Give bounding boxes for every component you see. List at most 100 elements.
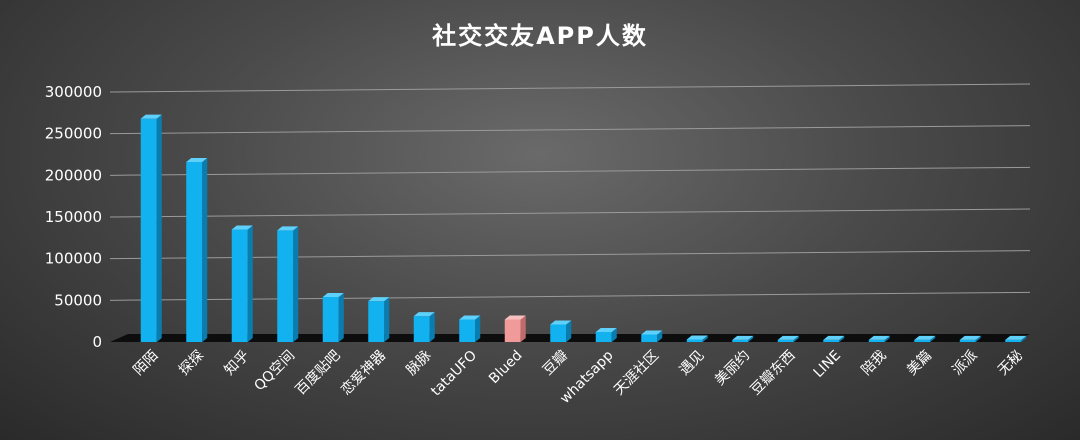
x-category-label: 豆瓣: [540, 348, 571, 379]
bar-top: [140, 114, 162, 119]
bar-front: [686, 339, 703, 342]
bar-front: [140, 118, 157, 343]
bar: [322, 293, 344, 342]
x-category-label: 陌陌: [130, 348, 161, 379]
x-category-label: 豆瓣东西: [748, 348, 799, 399]
bar-side: [384, 297, 390, 342]
bar-top: [1005, 335, 1027, 340]
bar-front: [732, 339, 749, 342]
bar-side: [930, 335, 936, 342]
chart-title: 社交交友APP人数: [432, 22, 648, 50]
x-category-label: 派派: [949, 348, 980, 379]
bar: [504, 315, 526, 342]
bar-side: [657, 330, 663, 342]
bar: [595, 328, 617, 342]
bar-top: [504, 315, 526, 320]
bar: [959, 335, 981, 342]
bar-side: [884, 335, 890, 342]
bar-front: [368, 301, 385, 342]
bar-front: [595, 332, 612, 342]
bar-front: [959, 339, 976, 342]
gridline: [109, 83, 1031, 93]
bar-front: [1005, 339, 1022, 342]
bar-top: [686, 335, 708, 340]
y-tick-label: 100000: [45, 250, 102, 268]
bar-side: [793, 335, 799, 342]
bar-top: [322, 293, 344, 297]
bar-top: [277, 226, 299, 231]
x-category-label: QQ空间: [251, 348, 298, 395]
x-category-label: 美篇: [904, 348, 935, 379]
bar: [823, 335, 845, 342]
bar-top: [823, 335, 845, 340]
bar: [368, 297, 390, 342]
bar-front: [914, 339, 931, 342]
x-category-label: 探探: [176, 348, 207, 379]
x-category-label: 恋爱神器: [337, 347, 389, 399]
bar: [914, 335, 936, 342]
bar-top: [959, 335, 981, 340]
gridline: [109, 125, 1031, 135]
gridline: [109, 250, 1031, 260]
bar: [186, 158, 208, 342]
bar-side: [338, 293, 344, 342]
y-tick-label: 250000: [45, 125, 102, 143]
bar-top: [868, 335, 890, 340]
gridline: [109, 291, 1031, 301]
bar: [459, 315, 481, 342]
gridlines: [109, 83, 1031, 301]
bar: [1005, 335, 1027, 342]
bar-top: [732, 335, 754, 340]
bar-side: [748, 335, 754, 342]
bar: [413, 312, 435, 342]
bar-side: [429, 312, 435, 342]
bar: [550, 320, 572, 342]
bar: [868, 335, 890, 342]
bar-top: [595, 328, 617, 332]
bar-side: [156, 114, 162, 343]
bar-side: [1021, 335, 1027, 342]
bar-top: [641, 330, 663, 335]
x-category-label: 遇见: [676, 348, 707, 379]
bar-side: [702, 335, 708, 342]
x-category-label: 陪我: [858, 348, 889, 379]
bar-front: [186, 162, 203, 342]
bar: [686, 335, 708, 342]
bar-front: [504, 319, 521, 342]
bar-front: [823, 339, 840, 342]
bar-top: [186, 158, 208, 162]
gridline: [109, 166, 1031, 176]
bar-top: [231, 225, 253, 230]
x-category-label: LINE: [811, 348, 844, 381]
bar-side: [475, 315, 481, 342]
bar-front: [550, 324, 567, 342]
bar-side: [247, 225, 253, 342]
bar-top: [550, 320, 572, 325]
y-tick-label: 50000: [54, 291, 102, 309]
y-tick-label: 200000: [45, 166, 102, 184]
y-tick-label: 150000: [45, 208, 102, 226]
bar: [277, 226, 299, 342]
bar-front: [413, 316, 430, 342]
bar: [641, 330, 663, 342]
bar-side: [975, 335, 981, 342]
bar-top: [914, 335, 936, 340]
bar-side: [202, 158, 208, 342]
x-category-label: Blued: [486, 348, 526, 388]
x-category-label: 美丽约: [712, 348, 753, 389]
bar: [732, 335, 754, 342]
bar-side: [293, 226, 299, 342]
bar-top: [459, 315, 481, 320]
bar-front: [322, 297, 339, 342]
bar-front: [868, 339, 885, 342]
bar-front: [777, 339, 794, 342]
x-category-label: 知乎: [221, 347, 253, 379]
x-category-label: 脉脉: [403, 348, 434, 379]
bar-side: [611, 328, 617, 342]
bar-top: [777, 335, 799, 340]
bar-front: [231, 229, 248, 342]
bar-side: [839, 335, 845, 342]
x-category-label: 百度贴吧: [293, 348, 344, 399]
